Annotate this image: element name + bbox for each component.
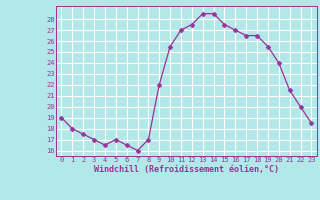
X-axis label: Windchill (Refroidissement éolien,°C): Windchill (Refroidissement éolien,°C) (94, 165, 279, 174)
